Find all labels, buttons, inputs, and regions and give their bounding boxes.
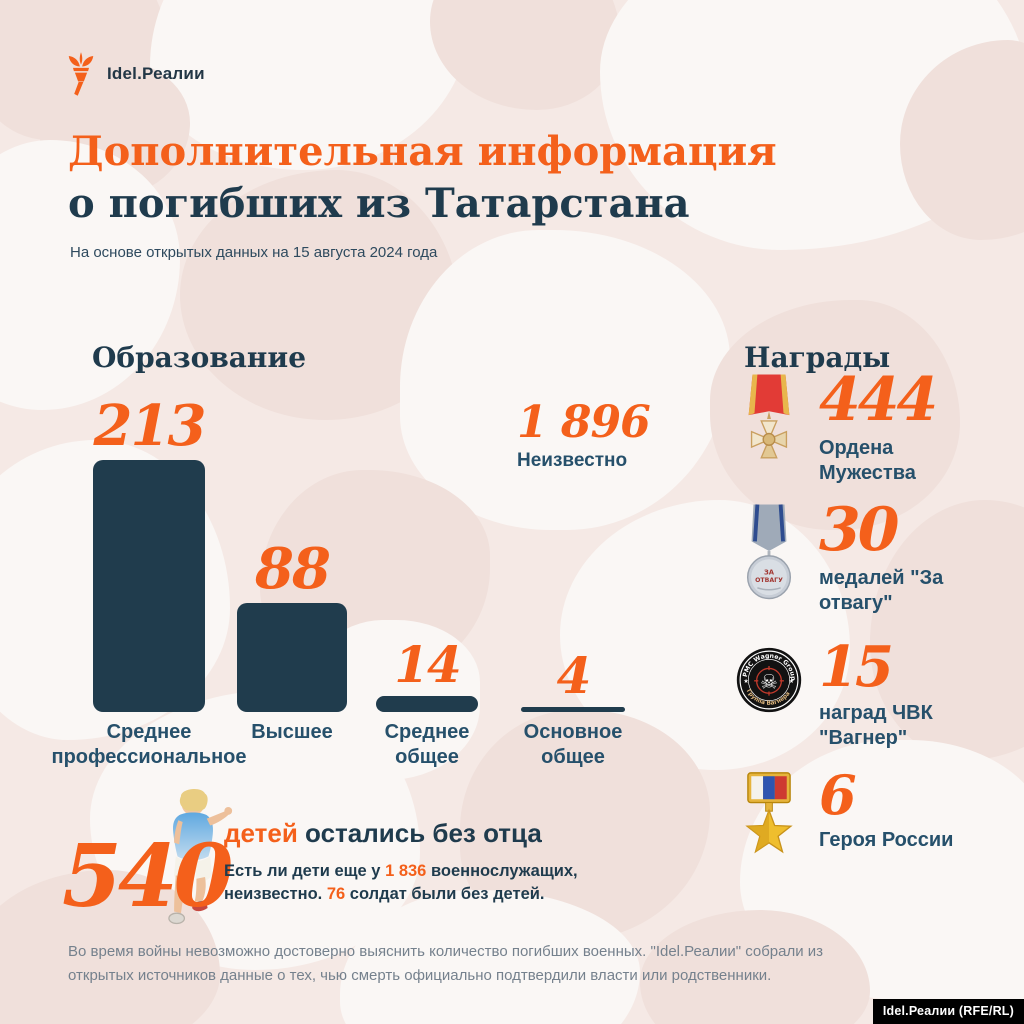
bar	[521, 707, 625, 712]
svg-text:☠: ☠	[760, 670, 778, 693]
camo-blob	[640, 910, 870, 1024]
bar-column-secondary-vocational: 213 Среднее профессиональное	[52, 393, 247, 768]
children-note: Есть ли дети еще у 1 836 военнослужащих,…	[224, 862, 578, 904]
svg-text:★: ★	[789, 678, 794, 685]
award-value: 15	[819, 634, 894, 700]
camo-blob	[340, 890, 640, 1024]
source-badge: Idel.Реалии (RFE/RL)	[872, 999, 1024, 1024]
bar-category-label: Основное общее	[523, 721, 623, 768]
bar-category-label: Высшее	[251, 721, 333, 743]
unknown-value: 1 896	[517, 397, 651, 448]
bar-column-secondary-general: 14 Среднее общее	[376, 635, 478, 768]
bar-value: 14	[394, 635, 462, 694]
child-photo-illustration	[168, 788, 233, 925]
children-stat-text: детей остались без отца Есть ли дети еще…	[224, 818, 578, 906]
footer-note: Во время войны невозможно достоверно выя…	[68, 943, 824, 984]
camo-blob	[400, 230, 730, 530]
children-highlight: детей	[224, 818, 298, 848]
svg-text:★: ★	[743, 678, 748, 685]
bar-column-basic-general: 4 Основное общее	[521, 646, 625, 768]
torch-icon	[68, 52, 94, 96]
award-label: медалей "За отвагу"	[819, 567, 944, 614]
bar-column-higher: 88 Высшее	[237, 536, 347, 743]
brand-name: Idel.Реалии	[107, 64, 205, 83]
bar-category-label: Среднее общее	[384, 721, 470, 768]
award-row-za-otvagu: ЗА ОТВАГУ 30 медалей "За отвагу"	[736, 495, 979, 616]
bar-value: 4	[556, 646, 592, 705]
bar	[376, 696, 478, 712]
bar	[93, 460, 205, 712]
brand-logo: Idel.Реалии	[64, 52, 205, 96]
bar-category-label: Среднее профессиональное	[51, 721, 247, 768]
children-headline: детей остались без отца	[224, 818, 542, 848]
award-label: наград ЧВК "Вагнер"	[819, 702, 933, 750]
award-label: Героя России	[819, 829, 954, 852]
hero-of-russia-star-icon	[745, 772, 793, 854]
education-section-title: Образование	[92, 341, 307, 375]
children-count: 540	[62, 826, 234, 927]
unknown-label: Неизвестно	[517, 450, 628, 471]
camo-blob	[710, 300, 960, 530]
unknown-stat: 1 896 Неизвестно	[517, 397, 651, 472]
award-value: 30	[819, 495, 900, 565]
za-otvagu-medal-icon: ЗА ОТВАГУ	[746, 504, 792, 600]
page-title: Дополнительная информация о погибших из …	[68, 126, 777, 230]
award-row-wagner: PMC Wagner Group Группа Вагнера ★ ★ ☠ 15…	[736, 634, 979, 751]
award-value: 6	[819, 763, 857, 827]
awards-section-title: Награды	[744, 341, 891, 375]
bar-value: 213	[93, 393, 207, 459]
award-row-order-of-courage: 444 Ордена Мужества	[736, 365, 979, 486]
title-line-1: Дополнительная информация	[68, 128, 777, 175]
bar	[237, 603, 347, 712]
svg-text:ОТВАГУ: ОТВАГУ	[755, 577, 783, 584]
award-value: 444	[819, 365, 938, 435]
subtitle: На основе открытых данных на 15 августа …	[70, 244, 438, 261]
award-row-hero-of-russia: 6 Героя России	[736, 763, 979, 862]
wagner-group-patch-icon: PMC Wagner Group Группа Вагнера ★ ★ ☠	[736, 647, 802, 713]
svg-text:ЗА: ЗА	[764, 568, 775, 576]
title-line-2: о погибших из Татарстана	[68, 180, 690, 227]
bar-value: 88	[255, 536, 331, 602]
order-of-courage-medal-icon	[748, 374, 790, 459]
award-label: Ордена Мужества	[819, 437, 916, 484]
